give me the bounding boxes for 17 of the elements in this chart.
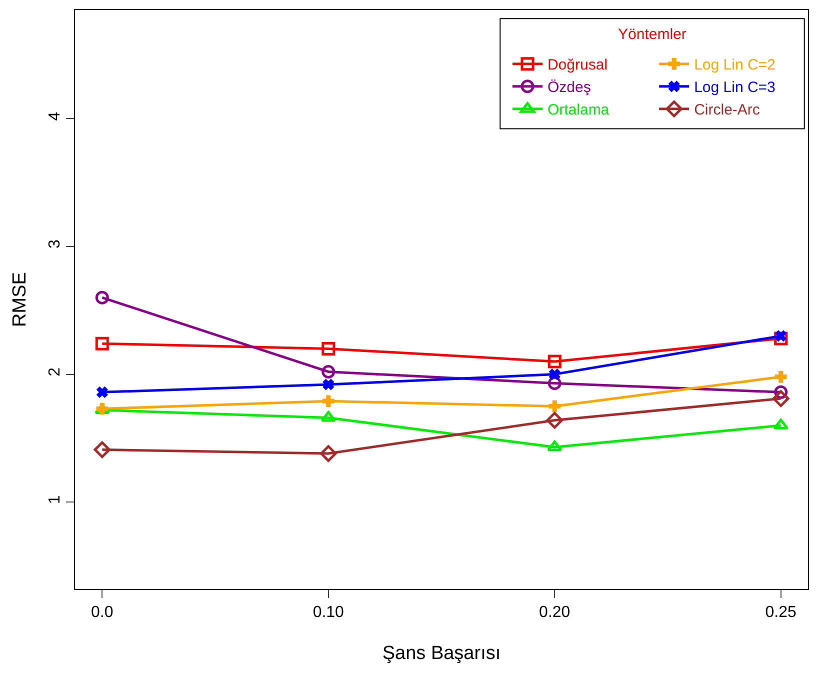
x-tick-label: 0.10 — [312, 604, 344, 622]
y-tick-label: 2 — [46, 367, 64, 376]
legend-label: Doğrusal — [547, 56, 608, 74]
y-tick-label: 4 — [46, 112, 64, 121]
legend-label: Log Lin C=2 — [694, 56, 776, 74]
legend-label: Ortalama — [547, 102, 610, 119]
legend-label: Özdeş — [547, 79, 591, 96]
y-tick-label: 1 — [46, 495, 64, 504]
y-tick-label: 3 — [46, 240, 64, 249]
legend-title: Yöntemler — [618, 26, 686, 43]
x-tick-label: 0.25 — [765, 604, 797, 622]
y-axis-title: RMSE — [9, 272, 30, 327]
legend-label: Circle-Arc — [694, 102, 760, 119]
legend-label: Log Lin C=3 — [694, 79, 776, 96]
x-tick-label: 0.20 — [539, 604, 570, 622]
x-tick-label: 0.0 — [91, 604, 114, 622]
x-axis-title: Şans Başarısı — [382, 643, 501, 664]
